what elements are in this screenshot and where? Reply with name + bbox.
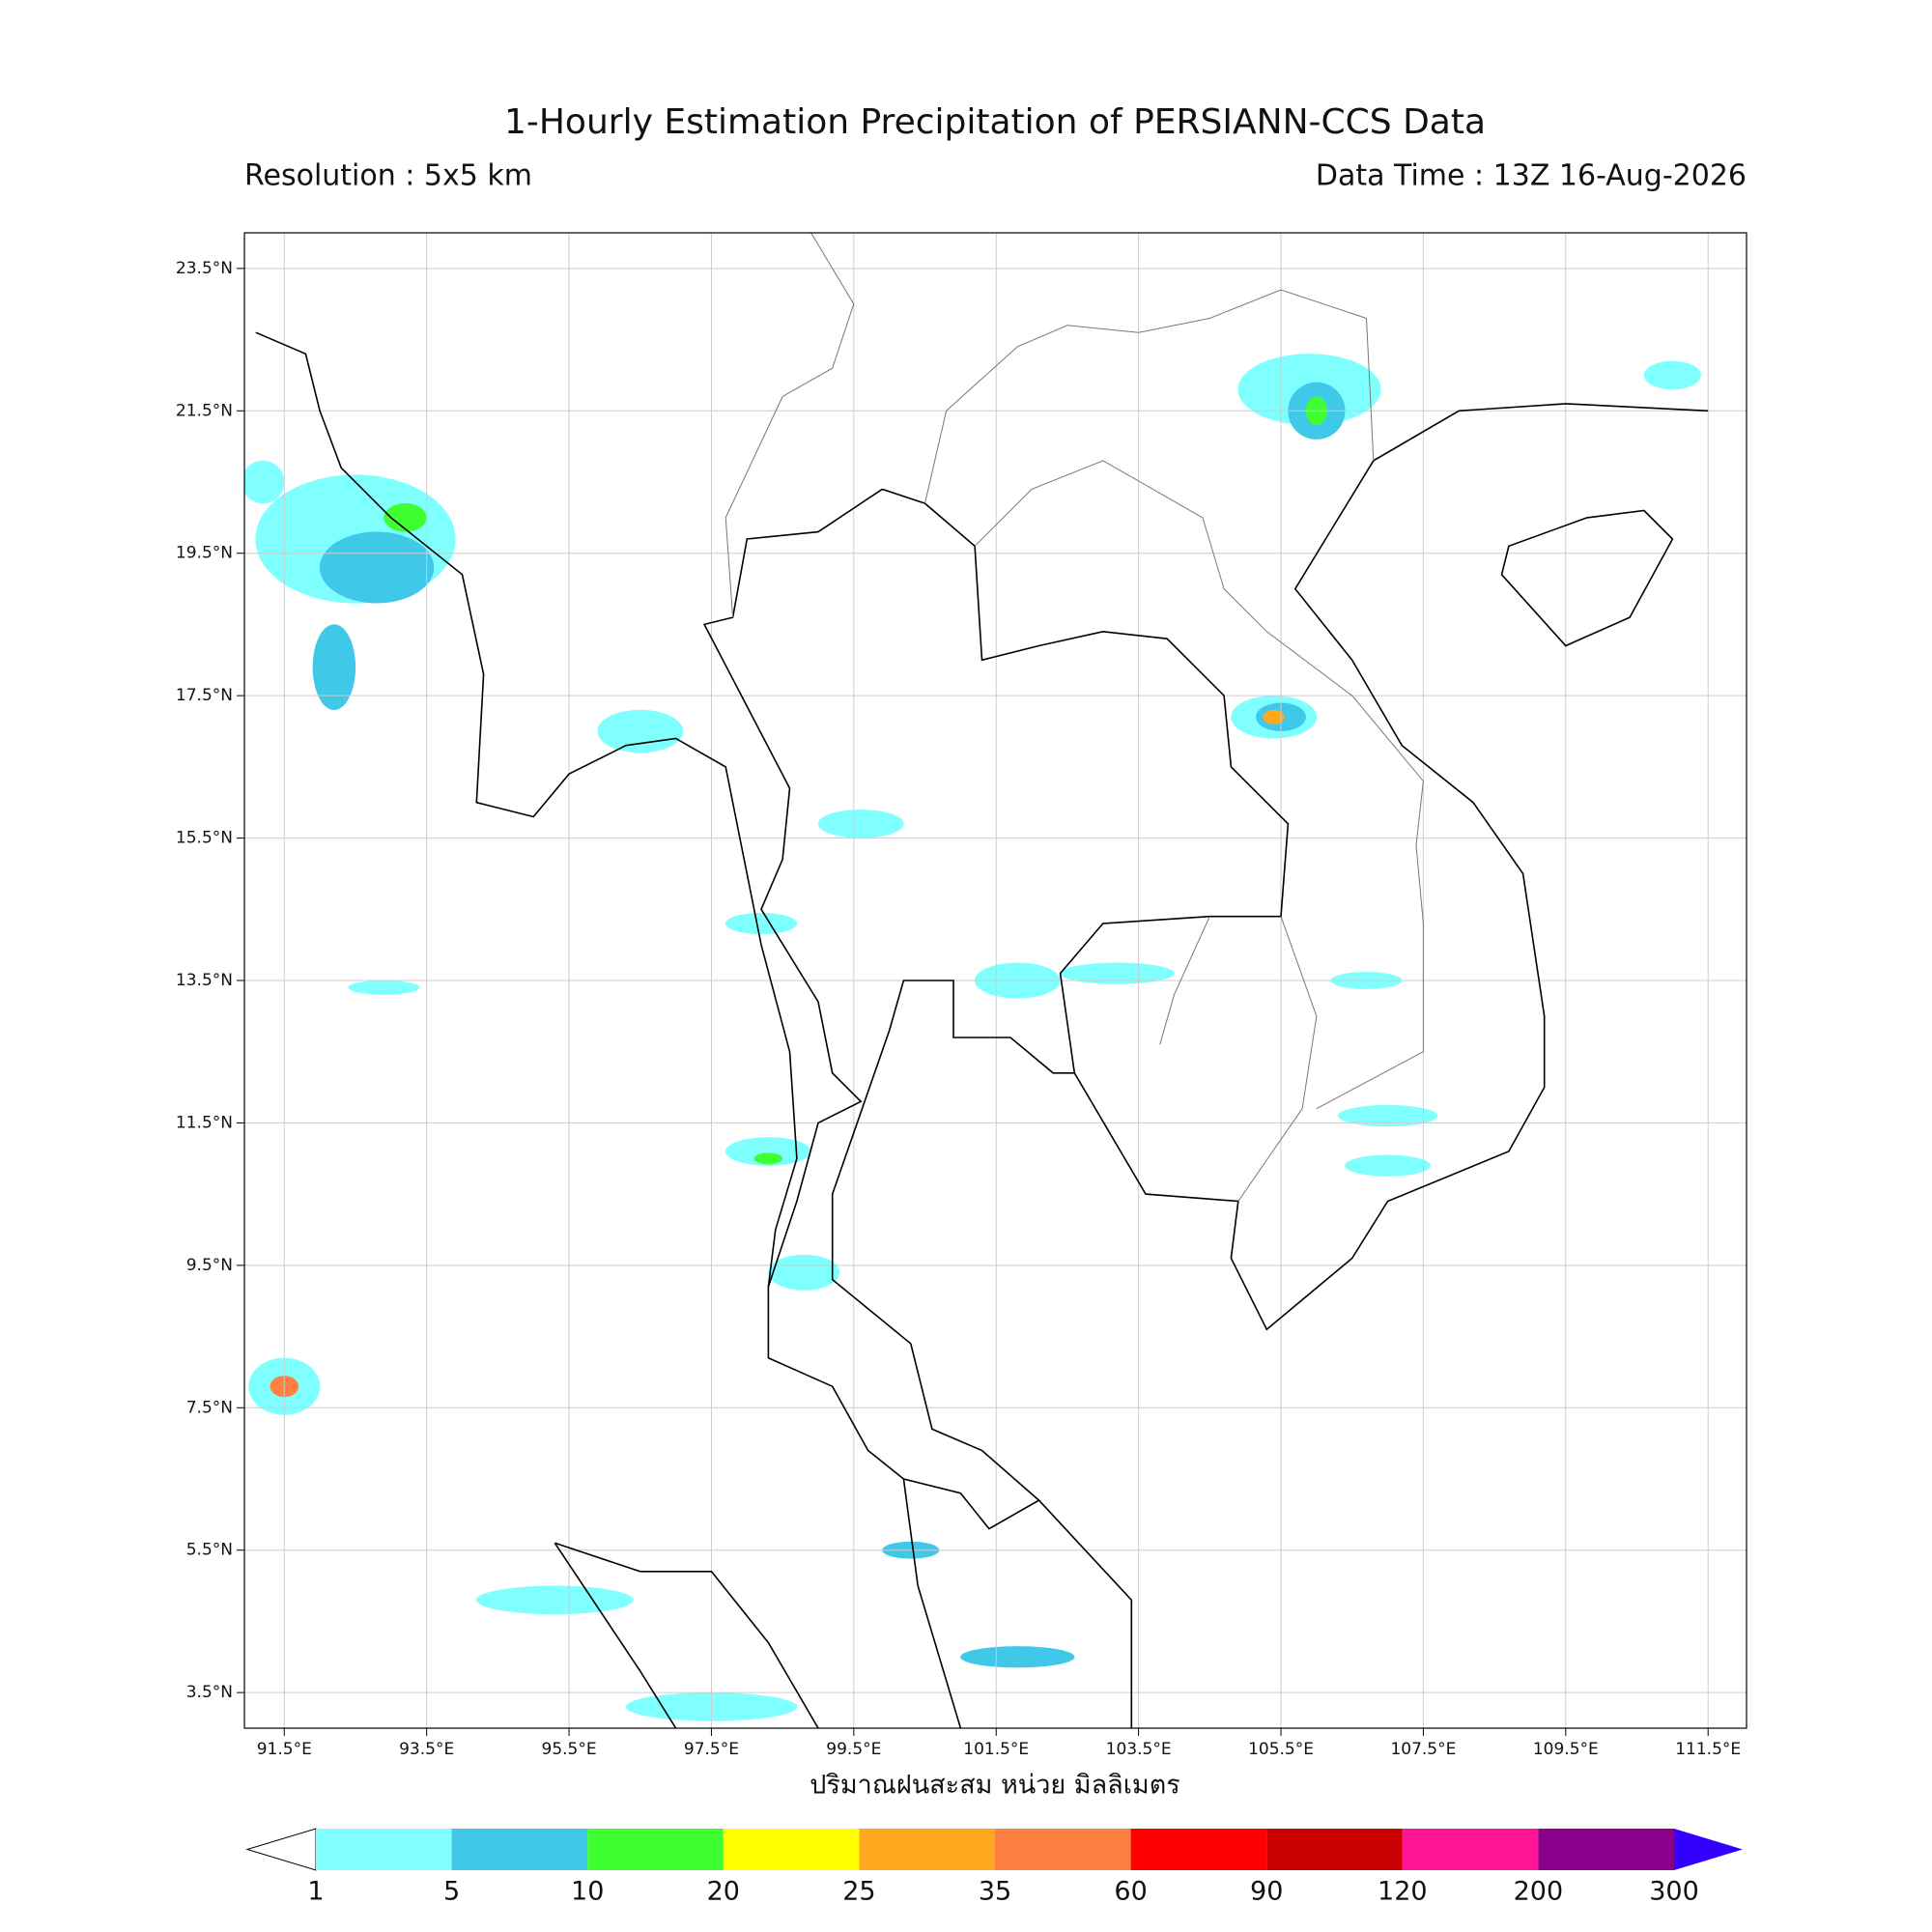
lon-tick-label: 97.5°E xyxy=(684,1740,739,1759)
coastline xyxy=(1500,509,1674,647)
lat-tick-label: 15.5°N xyxy=(176,829,233,848)
lon-tick-label: 95.5°E xyxy=(542,1740,597,1759)
colorbar-label: 120 xyxy=(1378,1877,1428,1907)
coastline xyxy=(902,1478,962,1728)
colorbar-segment xyxy=(1402,1829,1539,1870)
rain-area xyxy=(1643,360,1701,390)
rain-area xyxy=(312,624,356,711)
lat-tick-label: 19.5°N xyxy=(176,544,233,563)
coastline xyxy=(1159,916,1210,1045)
rain-area xyxy=(960,1646,1075,1668)
rain-area xyxy=(768,1254,840,1291)
rain-area xyxy=(1263,709,1285,724)
rain-area xyxy=(753,1152,783,1165)
colorbar-label: 1 xyxy=(307,1877,324,1907)
lat-tick-label: 21.5°N xyxy=(176,401,233,420)
colorbar-segment xyxy=(587,1829,724,1870)
coastline xyxy=(1037,1499,1133,1728)
lon-tick-label: 99.5°E xyxy=(826,1740,881,1759)
colorbar-under xyxy=(245,1828,317,1871)
colorbar-label: 90 xyxy=(1250,1877,1283,1907)
colorbar-label: 300 xyxy=(1649,1877,1699,1907)
colorbar-label: 10 xyxy=(571,1877,604,1907)
colorbar-label: 35 xyxy=(979,1877,1011,1907)
data-time: Data Time : 13Z 16-Aug-2026 xyxy=(1316,159,1747,193)
colorbar-label: 60 xyxy=(1114,1877,1147,1907)
lat-tick-label: 3.5°N xyxy=(186,1683,233,1702)
coastline xyxy=(974,460,1424,1110)
colorbar-label: 25 xyxy=(842,1877,875,1907)
lon-tick-label: 107.5°E xyxy=(1390,1740,1456,1759)
lon-tick-label: 91.5°E xyxy=(257,1740,312,1759)
coastline xyxy=(702,488,1290,1530)
lon-tick-label: 111.5°E xyxy=(1675,1740,1741,1759)
coastline xyxy=(255,331,798,1288)
rain-area xyxy=(1060,962,1175,984)
rain-area xyxy=(725,912,798,935)
colorbar-segment xyxy=(451,1829,588,1870)
map-layer xyxy=(244,233,1747,1728)
colorbar-segment xyxy=(723,1829,860,1870)
rain-area xyxy=(1337,1104,1438,1127)
rain-area xyxy=(817,810,904,838)
lat-tick-label: 7.5°N xyxy=(186,1398,233,1417)
lon-tick-label: 105.5°E xyxy=(1248,1740,1314,1759)
colorbar-segment xyxy=(995,1829,1131,1870)
coastline xyxy=(924,289,1375,504)
lon-tick-label: 103.5°E xyxy=(1106,1740,1172,1759)
rain-area xyxy=(725,1137,811,1166)
colorbar-segment xyxy=(859,1829,995,1870)
colorbar-segment xyxy=(1130,1829,1267,1870)
rain-area xyxy=(597,709,684,753)
lat-tick-label: 17.5°N xyxy=(176,686,233,705)
title: 1-Hourly Estimation Precipitation of PER… xyxy=(504,102,1486,142)
lat-tick-label: 9.5°N xyxy=(186,1256,233,1275)
lat-tick-label: 11.5°N xyxy=(176,1113,233,1132)
lon-tick-label: 93.5°E xyxy=(399,1740,454,1759)
colorbar-label: 200 xyxy=(1514,1877,1564,1907)
grid xyxy=(244,233,1747,1728)
rain-area xyxy=(475,1585,634,1615)
x-axis-label: ปริมาณฝนสะสม หน่วย มิลลิเมตร xyxy=(810,1771,1180,1801)
coastline xyxy=(1073,403,1709,1331)
rain-area xyxy=(1345,1154,1431,1177)
coastline xyxy=(724,233,855,618)
rain-area xyxy=(348,980,420,995)
lat-tick-label: 13.5°N xyxy=(176,971,233,990)
rain-area xyxy=(384,503,427,532)
colorbar-over xyxy=(1674,1829,1743,1870)
colorbar-label: 5 xyxy=(443,1877,460,1907)
colorbar-segment xyxy=(316,1829,452,1870)
lon-tick-label: 101.5°E xyxy=(963,1740,1029,1759)
coastline xyxy=(554,1542,819,1728)
lon-tick-label: 109.5°E xyxy=(1533,1740,1599,1759)
coastline xyxy=(554,1542,677,1728)
rain-area xyxy=(319,531,435,604)
rain-area xyxy=(244,460,285,504)
colorbar-segment xyxy=(1266,1829,1403,1870)
coastline xyxy=(1237,916,1318,1202)
lat-tick-label: 23.5°N xyxy=(176,259,233,278)
lat-tick-label: 5.5°N xyxy=(186,1541,233,1560)
resolution: Resolution : 5x5 km xyxy=(244,159,532,193)
colorbar-label: 20 xyxy=(707,1877,740,1907)
colorbar-segment xyxy=(1538,1829,1674,1870)
map-frame xyxy=(243,232,1747,1729)
